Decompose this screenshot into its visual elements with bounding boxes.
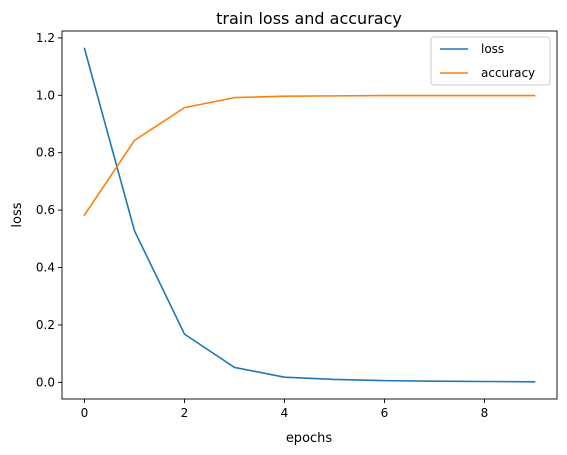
plot-frame (61, 30, 558, 400)
y-tick-label: 0.6 (36, 203, 55, 217)
y-axis-label: loss (10, 202, 25, 227)
y-tick-label: 1.2 (36, 31, 55, 45)
series-lines (83, 47, 536, 383)
series-line-loss (83, 47, 536, 383)
x-tick-label: 8 (481, 406, 489, 420)
x-tick-label: 0 (81, 406, 89, 420)
series-line-accuracy (83, 94, 536, 217)
y-tick-label: 0.2 (36, 318, 55, 332)
y-tick-label: 1.0 (36, 88, 55, 102)
x-axis-ticks: 0 2 4 6 8 (81, 399, 489, 420)
legend: loss accuracy (430, 36, 551, 86)
chart-title: train loss and accuracy (216, 9, 402, 28)
x-tick-label: 4 (281, 406, 289, 420)
y-axis-ticks: 0.0 0.2 0.4 0.6 0.8 1.0 1.2 (36, 31, 62, 389)
legend-label-loss: loss (481, 42, 504, 56)
x-tick-label: 2 (181, 406, 189, 420)
y-tick-label: 0.8 (36, 146, 55, 160)
x-tick-label: 6 (381, 406, 389, 420)
legend-label-accuracy: accuracy (481, 66, 535, 80)
x-axis-label: epochs (286, 431, 333, 446)
y-tick-label: 0.4 (36, 261, 55, 275)
y-tick-label: 0.0 (36, 375, 55, 389)
